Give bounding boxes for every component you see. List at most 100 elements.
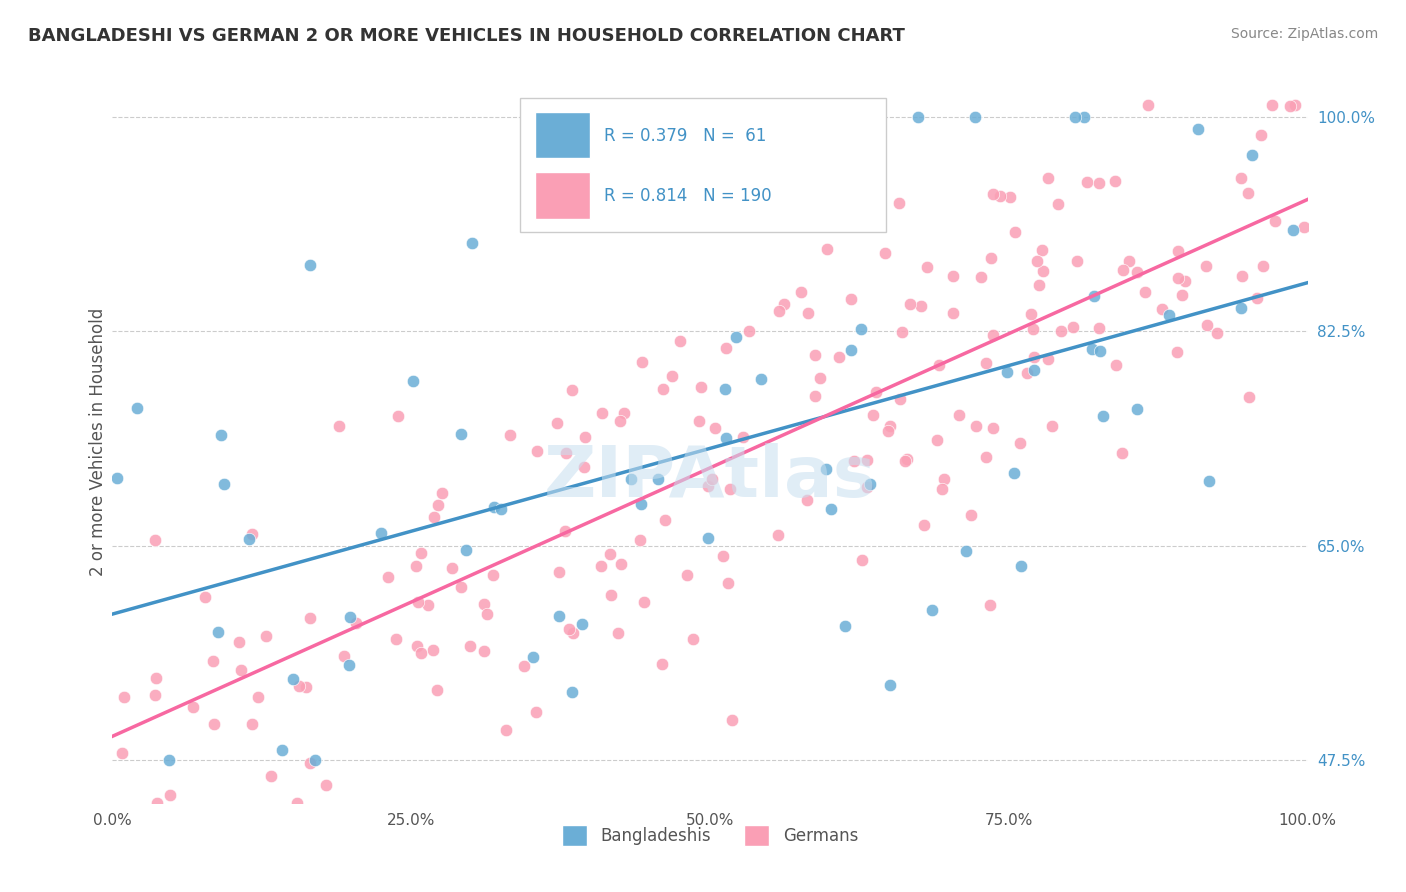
Point (1152, 302, 1174, 317)
Point (661, 368, 683, 383)
Point (1024, 362, 1046, 376)
Point (207, 624, 229, 639)
Point (112, 690, 135, 704)
Point (159, 788, 181, 802)
Point (859, 477, 882, 491)
Point (1167, 244, 1189, 258)
Point (942, 269, 965, 284)
Point (246, 690, 269, 704)
Point (1104, 174, 1126, 188)
Point (299, 756, 322, 770)
Point (1250, 128, 1272, 143)
Point (1022, 322, 1045, 336)
Point (696, 478, 718, 492)
Point (896, 452, 918, 467)
Point (202, 716, 225, 731)
Point (558, 622, 581, 636)
Point (1284, 97, 1306, 112)
Point (461, 235, 484, 250)
Point (921, 602, 943, 616)
Point (554, 524, 576, 538)
Point (620, 472, 643, 486)
Point (281, 672, 304, 686)
FancyBboxPatch shape (534, 112, 589, 158)
Point (965, 419, 987, 434)
Point (212, 477, 235, 491)
Point (981, 328, 1004, 343)
Point (963, 110, 986, 124)
Point (599, 547, 621, 561)
Point (524, 705, 547, 719)
Point (1166, 344, 1188, 359)
Point (1010, 559, 1032, 574)
Y-axis label: 2 or more Vehicles in Household: 2 or more Vehicles in Household (89, 308, 107, 575)
Point (768, 304, 790, 318)
Point (1002, 466, 1025, 480)
Point (498, 428, 520, 442)
Point (721, 713, 744, 727)
Point (472, 597, 495, 611)
Point (815, 461, 838, 475)
Point (633, 595, 655, 609)
Point (1063, 110, 1085, 124)
Point (1236, 186, 1258, 200)
Point (271, 743, 294, 757)
Point (1088, 344, 1111, 359)
Point (609, 414, 631, 428)
Point (647, 472, 669, 486)
Point (887, 196, 910, 211)
Point (555, 445, 578, 459)
Point (717, 576, 740, 591)
Text: BANGLADESHI VS GERMAN 2 OR MORE VEHICLES IN HOUSEHOLD CORRELATION CHART: BANGLADESHI VS GERMAN 2 OR MORE VEHICLES… (28, 27, 905, 45)
Point (1118, 253, 1140, 268)
Point (931, 483, 953, 497)
Point (731, 429, 754, 443)
Point (1025, 254, 1047, 268)
Point (422, 643, 444, 657)
Point (713, 382, 735, 396)
FancyBboxPatch shape (520, 98, 886, 232)
Point (405, 559, 427, 574)
Point (1157, 308, 1180, 322)
Point (387, 409, 409, 423)
Point (574, 459, 596, 474)
Point (718, 482, 741, 496)
Point (1174, 274, 1197, 288)
FancyBboxPatch shape (534, 171, 589, 219)
Point (409, 546, 432, 560)
Point (146, 796, 169, 810)
Point (1091, 409, 1114, 423)
Point (1187, 122, 1209, 136)
Point (477, 607, 499, 622)
Point (1028, 277, 1050, 292)
Point (285, 796, 308, 810)
Point (157, 753, 180, 767)
Point (315, 778, 337, 792)
Point (797, 306, 820, 320)
Point (1111, 446, 1133, 460)
Point (910, 300, 932, 314)
Point (482, 567, 505, 582)
Point (955, 544, 977, 558)
Point (851, 553, 873, 567)
Point (1246, 291, 1268, 305)
Point (716, 341, 738, 355)
Point (1040, 418, 1063, 433)
Point (981, 420, 1004, 434)
Point (406, 639, 429, 653)
Point (796, 492, 818, 507)
Point (1281, 223, 1303, 237)
Point (1080, 342, 1102, 356)
Point (127, 401, 149, 415)
Point (970, 270, 993, 285)
Point (1031, 243, 1053, 257)
Point (630, 355, 652, 369)
Point (561, 383, 583, 397)
Point (440, 561, 463, 575)
Point (755, 118, 778, 132)
Point (875, 246, 897, 260)
Point (491, 501, 513, 516)
Point (1126, 265, 1149, 279)
Point (856, 452, 879, 467)
Point (711, 549, 734, 563)
